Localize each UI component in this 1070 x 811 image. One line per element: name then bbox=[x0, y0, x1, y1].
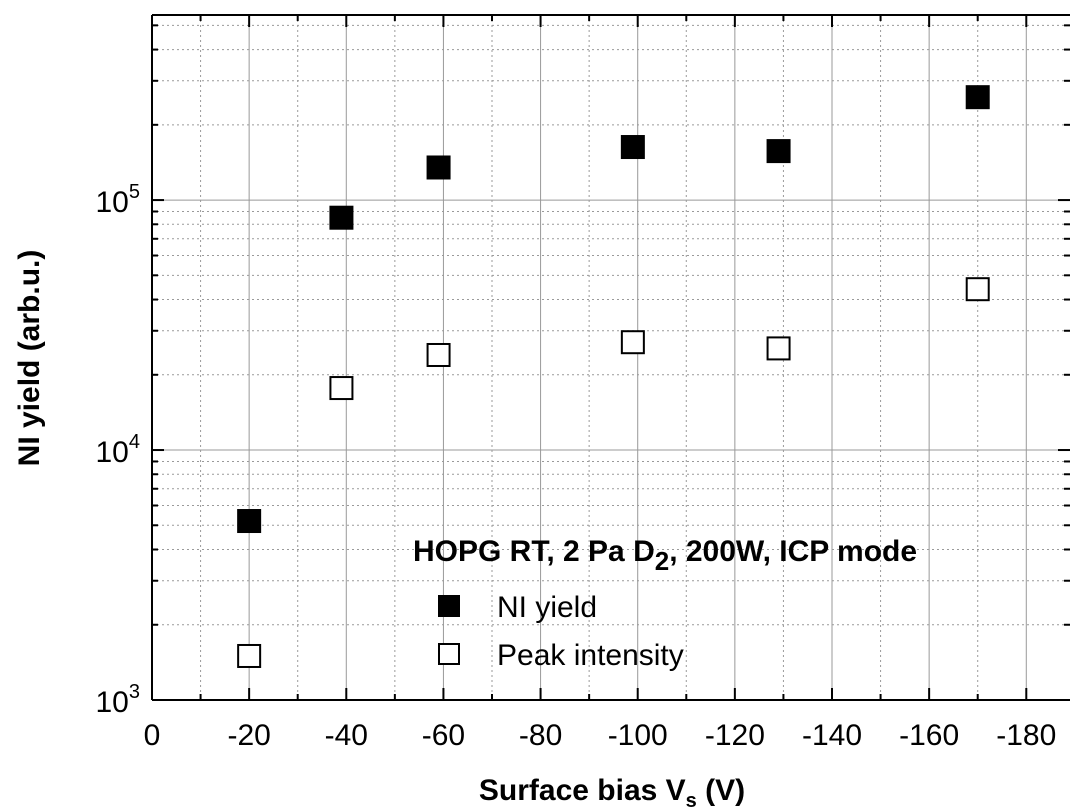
y-tick-label: 103 bbox=[96, 681, 141, 719]
y-axis-title: NI yield (arb.u.) bbox=[13, 250, 46, 467]
ni-yield-point bbox=[329, 205, 354, 230]
y-tick-label: 104 bbox=[96, 431, 141, 469]
x-tick-label: -100 bbox=[608, 719, 668, 752]
x-tick-label: 0 bbox=[144, 719, 161, 752]
data-markers bbox=[237, 85, 990, 668]
legend: HOPG RT, 2 Pa D2, 200W, ICP mode NI yield… bbox=[413, 535, 917, 672]
labels: Surface bias Vs (V) NI yield (arb.u.) bbox=[13, 250, 745, 811]
peak-intensity-point bbox=[237, 643, 262, 668]
ni-yield-point bbox=[620, 135, 645, 160]
x-tick-label: -20 bbox=[227, 719, 270, 752]
axes-frame bbox=[151, 14, 1070, 701]
peak-intensity-point bbox=[329, 376, 354, 401]
x-tick-label: -40 bbox=[325, 719, 368, 752]
legend-marker-ni-yield bbox=[438, 595, 460, 617]
ticks: 0 -20 -40 -60 -80 -100 -120 -140 -160 -180 103 104 1… bbox=[96, 15, 1070, 752]
x-tick-label: -180 bbox=[996, 719, 1056, 752]
peak-intensity-point bbox=[965, 277, 990, 302]
legend-label-ni-yield: NI yield bbox=[497, 591, 597, 624]
ni-yield-point bbox=[426, 155, 451, 180]
x-axis-title: Surface bias Vs (V) bbox=[479, 774, 745, 811]
x-tick-label: -160 bbox=[899, 719, 959, 752]
legend-title: HOPG RT, 2 Pa D2, 200W, ICP mode bbox=[413, 535, 917, 576]
peak-intensity-point bbox=[620, 330, 645, 355]
x-tick-label: -80 bbox=[519, 719, 562, 752]
legend-label-peak-intensity: Peak intensity bbox=[497, 639, 684, 672]
ni-yield-point bbox=[766, 139, 791, 164]
ni-yield-point bbox=[237, 509, 262, 534]
x-tick-label: -60 bbox=[422, 719, 465, 752]
peak-intensity-point bbox=[766, 336, 791, 361]
x-tick-label: -120 bbox=[705, 719, 765, 752]
legend-marker-peak-intensity bbox=[438, 643, 460, 665]
y-tick-label: 105 bbox=[96, 181, 141, 219]
peak-intensity-point bbox=[426, 342, 451, 367]
x-tick-label: -140 bbox=[802, 719, 862, 752]
ni-yield-point bbox=[965, 85, 990, 110]
grid bbox=[152, 15, 1070, 701]
